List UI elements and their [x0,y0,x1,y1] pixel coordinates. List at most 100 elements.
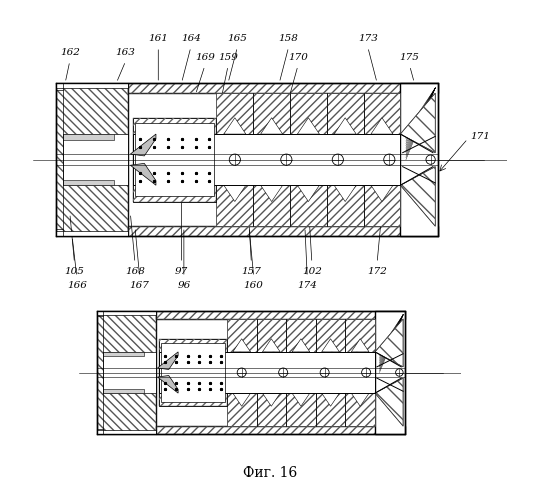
Polygon shape [363,93,400,134]
Text: 169: 169 [195,53,215,62]
Bar [156,426,405,434]
Polygon shape [158,376,178,393]
Polygon shape [352,339,369,352]
Bar [56,83,128,236]
Bar [133,118,217,202]
Circle shape [237,368,246,377]
Polygon shape [400,93,435,152]
Polygon shape [224,186,246,202]
Polygon shape [233,393,251,406]
Text: 96: 96 [177,280,191,289]
Text: 174: 174 [298,280,317,289]
Polygon shape [400,166,435,226]
Polygon shape [261,186,282,202]
Circle shape [281,154,292,165]
Text: 165: 165 [227,34,247,43]
Polygon shape [233,339,251,352]
Text: 162: 162 [60,48,80,57]
Circle shape [230,154,240,165]
Polygon shape [256,319,286,352]
Polygon shape [298,186,320,202]
Text: 161: 161 [148,34,168,43]
Text: 158: 158 [279,34,299,43]
Bar [128,83,437,93]
Text: 164: 164 [181,34,201,43]
Bar [63,180,114,186]
Polygon shape [217,186,253,226]
Bar [103,352,144,356]
Polygon shape [327,93,363,134]
Polygon shape [334,186,356,202]
Text: 175: 175 [400,53,420,62]
Text: 167: 167 [130,280,150,289]
Circle shape [279,368,288,377]
Text: 170: 170 [288,53,308,62]
Circle shape [384,154,395,165]
Polygon shape [327,186,363,226]
Text: Фиг. 16: Фиг. 16 [243,466,297,480]
Polygon shape [262,393,280,406]
Bar [98,310,156,434]
Polygon shape [371,118,393,134]
Polygon shape [363,186,400,226]
Polygon shape [334,118,356,134]
Bar [133,118,217,202]
Bar [159,352,375,393]
Polygon shape [286,393,316,426]
Polygon shape [286,319,316,352]
Polygon shape [352,393,369,406]
Polygon shape [224,118,246,134]
Bar [103,388,144,393]
Bar [56,83,128,88]
Circle shape [320,368,329,377]
Polygon shape [346,319,375,352]
Bar [98,430,156,434]
Circle shape [332,154,343,165]
Polygon shape [322,393,340,406]
Bar [156,310,405,319]
Polygon shape [227,393,256,426]
Bar [159,339,227,406]
Text: 166: 166 [67,280,87,289]
Text: 163: 163 [116,48,136,57]
Polygon shape [298,118,320,134]
Bar [156,426,405,434]
Polygon shape [253,93,290,134]
Polygon shape [292,393,310,406]
Bar [103,352,156,393]
Polygon shape [316,393,346,426]
Bar [63,134,128,186]
Bar [63,134,114,140]
Bar [400,83,437,236]
Circle shape [362,368,370,377]
Polygon shape [290,186,327,226]
Bar [98,310,156,434]
Text: 157: 157 [241,266,261,276]
Polygon shape [290,93,327,134]
Bar [128,226,437,236]
Bar [156,310,405,319]
Polygon shape [227,319,256,352]
Text: 171: 171 [470,132,490,141]
Text: 160: 160 [244,280,264,289]
Polygon shape [217,93,253,134]
Text: 105: 105 [65,266,84,276]
Polygon shape [256,393,286,426]
Bar [56,232,128,236]
Text: 102: 102 [302,266,322,276]
Polygon shape [130,164,156,186]
Polygon shape [262,339,280,352]
Text: 172: 172 [367,266,387,276]
Polygon shape [158,352,178,370]
Text: 159: 159 [218,53,238,62]
Bar [56,83,128,236]
Polygon shape [375,319,403,367]
Text: 97: 97 [175,266,188,276]
Bar [161,343,225,402]
Polygon shape [261,118,282,134]
Polygon shape [322,339,340,352]
Circle shape [396,368,403,376]
Bar [159,339,227,406]
Polygon shape [130,134,156,156]
Text: 173: 173 [358,34,377,43]
